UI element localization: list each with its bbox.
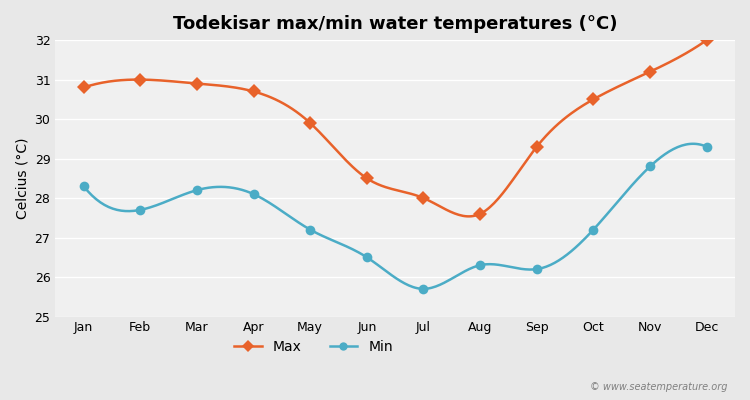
Title: Todekisar max/min water temperatures (°C): Todekisar max/min water temperatures (°C…: [173, 15, 617, 33]
Text: © www.seatemperature.org: © www.seatemperature.org: [590, 382, 728, 392]
Y-axis label: Celcius (°C): Celcius (°C): [15, 138, 29, 219]
Legend: Max, Min: Max, Min: [229, 334, 399, 359]
